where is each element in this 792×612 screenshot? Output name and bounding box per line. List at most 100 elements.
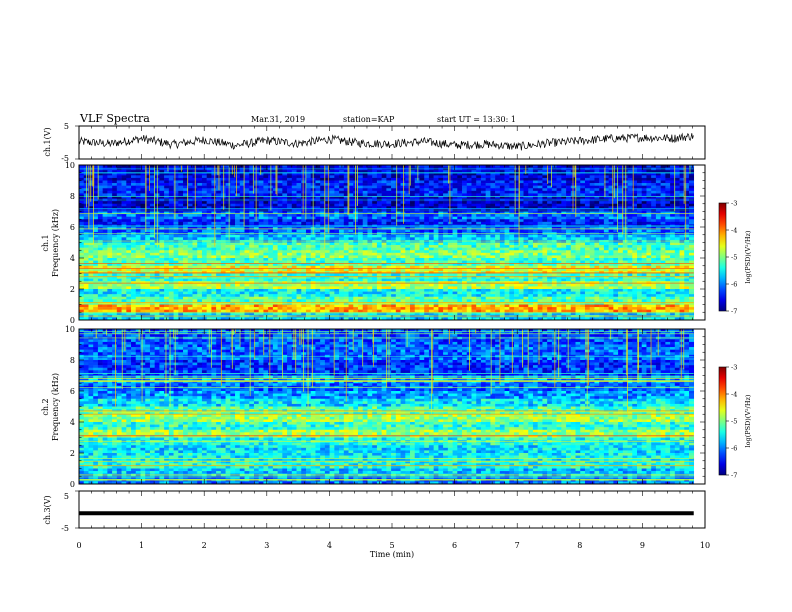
spectrogram-cell	[462, 211, 468, 215]
spectrogram-cell	[263, 242, 269, 246]
spectrogram-cell	[584, 252, 590, 256]
spectrogram-cell	[339, 185, 345, 189]
spectrogram-cell	[561, 252, 567, 256]
spectrogram-cell	[457, 183, 463, 186]
spectrogram-cell	[367, 227, 373, 230]
spectrogram-cell	[674, 250, 680, 254]
spectrogram-cell	[149, 227, 155, 230]
spectrogram-cell	[679, 180, 685, 184]
spectrogram-cell	[523, 214, 529, 217]
spectrogram-cell	[324, 255, 330, 259]
spectrogram-cell	[173, 242, 179, 246]
spectrogram-cell	[334, 219, 340, 223]
spectrogram-cell	[277, 252, 283, 256]
spectrogram-cell	[424, 201, 430, 205]
spectrogram-cell	[112, 170, 118, 174]
spectrogram-cell	[173, 245, 179, 248]
spectrogram-cell	[405, 185, 411, 189]
spectrogram-cell	[140, 221, 146, 225]
spectrogram-cell	[395, 177, 401, 181]
spectrogram-cell	[216, 221, 222, 225]
spectrogram-cell	[339, 234, 345, 238]
spectrogram-cell	[509, 250, 515, 254]
spectrogram-cell	[405, 165, 411, 168]
spectrogram-cell	[376, 177, 382, 181]
spectrogram-cell	[324, 260, 330, 264]
spectrogram-cell	[249, 196, 255, 199]
spectrogram-cell	[514, 180, 520, 184]
spectrogram-cell	[268, 234, 274, 238]
spectrogram-cell	[268, 214, 274, 217]
spectrogram-cell	[348, 206, 354, 210]
spectrogram-cell	[79, 185, 85, 189]
spectrogram-cell	[320, 234, 326, 238]
spectrogram-cell	[206, 203, 212, 207]
spectrogram-cell	[665, 201, 671, 205]
spectrogram-cell	[367, 211, 373, 215]
spectrogram-cell	[603, 216, 609, 220]
spectrogram-cell	[367, 190, 373, 194]
spectrogram-cell	[443, 180, 449, 184]
spectrogram-cell	[452, 255, 458, 259]
spectrogram-cell	[670, 229, 676, 233]
spectrogram-cell	[532, 201, 538, 205]
spectrogram-cell	[239, 206, 245, 210]
spectrogram-cell	[93, 255, 99, 259]
spectrogram-cell	[575, 242, 581, 246]
spectrogram-cell	[244, 170, 250, 174]
spectrogram-cell	[551, 175, 557, 179]
spectrogram-cell	[514, 203, 520, 207]
spectrogram-cell	[126, 247, 132, 251]
spectrogram-cell	[145, 247, 151, 251]
spectrogram-cell	[97, 250, 103, 254]
spectrogram-cell	[253, 255, 259, 259]
spectrogram-cell	[561, 172, 567, 176]
spectrogram-cell	[485, 203, 491, 207]
spectrogram-cell	[636, 252, 643, 256]
spectrogram-cell	[660, 177, 666, 181]
spectrogram-cell	[480, 172, 486, 176]
spectrogram-cell	[566, 219, 572, 223]
spectrogram-cell	[684, 165, 690, 168]
spectrogram-cell	[433, 227, 439, 230]
spectrogram-cell	[149, 165, 155, 168]
spectrogram-cell	[140, 180, 146, 184]
spectrogram-cell	[178, 227, 184, 230]
spectrogram-cell	[178, 190, 184, 194]
spectrogram-cell	[594, 185, 600, 189]
spectrogram-cell	[542, 172, 548, 176]
spectrogram-cell	[305, 216, 312, 220]
spectrogram-cell	[391, 227, 397, 230]
spectrogram-cell	[575, 190, 581, 194]
spectrogram-cell	[287, 190, 293, 194]
spectrogram-cell	[608, 185, 614, 189]
spectrogram-cell	[395, 185, 401, 189]
spectrogram-cell	[135, 216, 141, 220]
spectrogram-cell	[116, 221, 122, 225]
spectrogram-cell	[689, 201, 695, 205]
spectrogram-cell	[173, 229, 179, 233]
spectrogram-cell	[315, 196, 321, 199]
spectrogram-cell	[391, 234, 397, 238]
spectrogram-cell	[79, 247, 85, 251]
spectrogram-cell	[386, 247, 392, 251]
spectrogram-cell	[201, 214, 207, 217]
spectrogram-cell	[414, 250, 420, 254]
spectrogram-cell	[457, 250, 463, 254]
spectrogram-cell	[301, 180, 307, 184]
spectrogram-cell	[79, 260, 85, 264]
spectrogram-cell	[556, 216, 562, 220]
spectrogram-cell	[102, 229, 108, 233]
spectrogram-cell	[438, 190, 444, 194]
spectrogram-cell	[206, 175, 212, 179]
spectrogram-cell	[480, 211, 486, 215]
spectrogram-cell	[684, 177, 690, 181]
spectrogram-cell	[485, 216, 491, 220]
spectrogram-cell	[627, 221, 633, 225]
spectrogram-cell	[689, 234, 695, 238]
spectrogram-cell	[509, 175, 515, 179]
spectrogram-cell	[324, 214, 330, 217]
spectrogram-cell	[400, 258, 406, 261]
spectrogram-cell	[495, 234, 501, 238]
spectrogram-cell	[443, 185, 449, 189]
